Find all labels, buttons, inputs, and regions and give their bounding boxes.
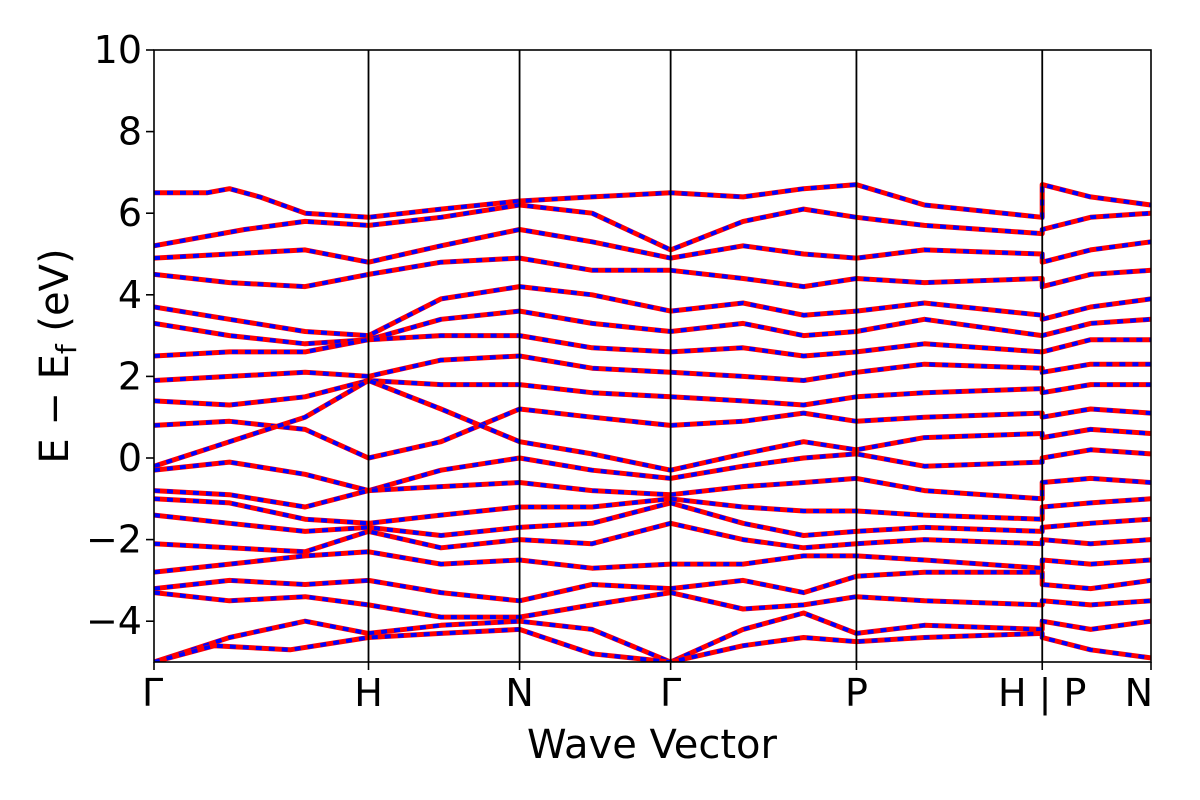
band-line <box>154 353 1151 383</box>
band-line-overlay <box>154 549 1151 575</box>
band-line-overlay <box>154 333 1151 359</box>
x-axis-ticks: Γ H N Γ P H | P N <box>142 662 1153 716</box>
band-line-overlay <box>154 182 1151 220</box>
band-line <box>154 590 1151 620</box>
x-tick-label: N <box>505 671 533 715</box>
band-line-overlay <box>154 353 1151 383</box>
band-line-overlay <box>154 227 1151 265</box>
band-line <box>154 496 1151 526</box>
x-tick-label: H <box>354 671 383 715</box>
x-tick-label: N <box>1125 671 1153 715</box>
band-line-overlay <box>154 284 1151 338</box>
band-line <box>154 447 1151 494</box>
band-line-overlay <box>154 447 1151 493</box>
y-tick-label: 8 <box>118 110 142 154</box>
y-tick-label: 0 <box>118 436 142 480</box>
x-axis-label: Wave Vector <box>527 722 778 768</box>
y-axis-label: E − Ef (eV) <box>32 248 83 463</box>
band-line <box>154 255 1151 290</box>
high-symmetry-lines <box>367 50 1044 662</box>
band-line <box>154 227 1151 265</box>
x-tick-label: Γ <box>142 671 163 715</box>
y-tick-label: 2 <box>118 354 142 398</box>
band-line-overlay <box>154 378 1151 408</box>
x-tick-label: H | P <box>998 671 1086 716</box>
y-axis-ticks: −4 −2 0 2 4 6 8 10 <box>86 28 154 643</box>
y-tick-label: 6 <box>118 191 142 235</box>
band-line <box>154 549 1151 575</box>
x-tick-label: P <box>845 671 868 715</box>
x-tick-label: Γ <box>660 671 681 715</box>
y-tick-label: −4 <box>86 599 142 643</box>
bands-layer <box>154 182 1151 662</box>
band-line-overlay <box>154 406 1151 461</box>
y-tick-label: −2 <box>86 518 142 562</box>
y-tick-label: 10 <box>94 28 142 72</box>
plot-frame <box>153 49 1152 663</box>
band-line <box>154 378 1151 408</box>
y-tick-label: 4 <box>118 273 142 317</box>
band-line <box>154 308 1151 347</box>
band-line <box>154 182 1151 220</box>
